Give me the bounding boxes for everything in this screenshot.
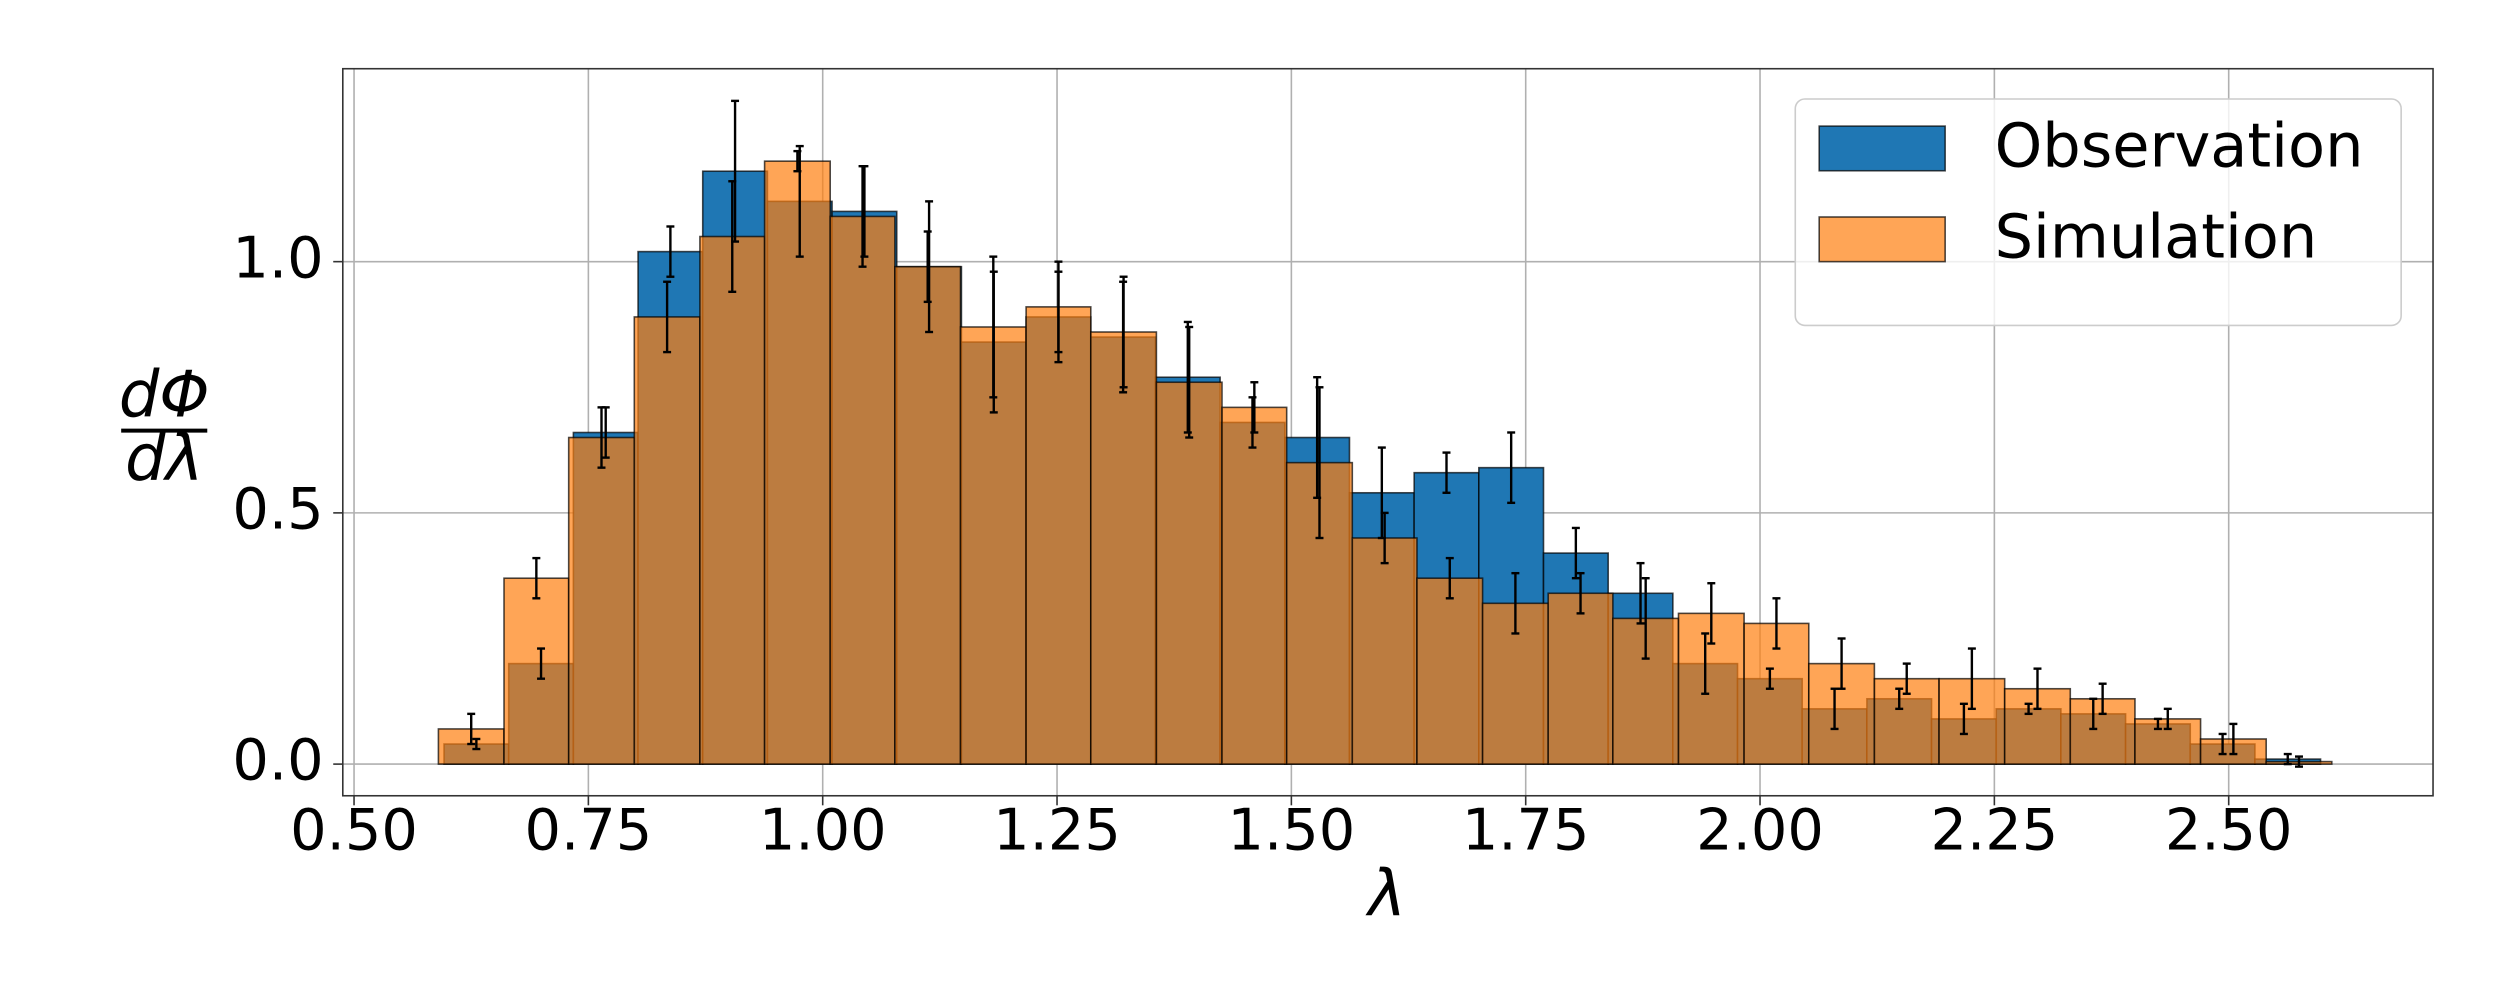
bar: [1089, 331, 1158, 765]
bar: [503, 577, 570, 765]
bar: [829, 215, 896, 765]
y-tick-label: 0.5: [232, 475, 323, 542]
bar: [1351, 537, 1418, 765]
error-bar: [1183, 320, 1192, 434]
error-bar: [472, 737, 481, 751]
legend-box: [1794, 98, 2402, 327]
error-bar: [2283, 752, 2292, 766]
legend-label: Observation: [1995, 112, 2364, 182]
x-tick-label: 0.50: [290, 797, 418, 864]
plot-frame: [341, 67, 2434, 797]
y-axis-label-numerator: dΦ: [119, 358, 210, 432]
error-bar: [2098, 682, 2107, 716]
y-tick-label: 1.0: [232, 224, 323, 291]
error-bars: [467, 99, 2303, 768]
error-bar: [2295, 755, 2303, 768]
legend-swatch: [1818, 216, 1946, 263]
error-bar: [923, 230, 932, 304]
error-bar: [663, 280, 672, 354]
error-bar: [1636, 561, 1645, 625]
error-bar: [1442, 451, 1451, 494]
error-bar: [1902, 662, 1911, 695]
error-bar: [925, 200, 934, 334]
bar: [894, 265, 962, 765]
ticks: 0.50 0.75 1.00 1.25 1.50 1.75 2.00 2.25 2.50 0.0 0…: [232, 224, 2292, 863]
error-bar: [1895, 687, 1904, 711]
error-bar: [1250, 381, 1259, 434]
x-tick-label: 1.25: [993, 797, 1121, 864]
x-tick-label: 2.25: [1930, 797, 2058, 864]
error-bar: [2024, 702, 2033, 716]
bar: [763, 160, 832, 765]
error-bar: [858, 164, 867, 268]
bars: [437, 160, 2333, 765]
error-bar: [2089, 697, 2098, 731]
y-axis-label-denominator: dλ: [125, 422, 203, 496]
legend: Observation Simulation: [1794, 98, 2402, 327]
bar: [633, 316, 701, 765]
error-bar: [795, 144, 804, 258]
error-bar: [1380, 511, 1389, 565]
error-bar: [1185, 325, 1194, 439]
legend-swatch: [1818, 125, 1946, 172]
bar: [1155, 381, 1223, 765]
error-bar: [2229, 722, 2238, 756]
error-bar: [1641, 577, 1650, 660]
error-bar: [1772, 597, 1781, 650]
error-bar: [1119, 275, 1128, 389]
error-bar: [1054, 260, 1063, 354]
bar: [1221, 406, 1288, 765]
bar: [699, 235, 766, 765]
error-bar: [1701, 632, 1710, 695]
error-bar: [532, 556, 541, 600]
error-bar: [1511, 571, 1520, 635]
error-bar: [1707, 582, 1716, 645]
x-tick-label: 1.50: [1227, 797, 1355, 864]
error-bar: [1571, 526, 1580, 580]
bar: [567, 436, 636, 765]
x-tick-label: 1.00: [759, 797, 887, 864]
error-bar: [989, 255, 998, 399]
error-bar: [2153, 717, 2162, 731]
x-tick-label: 2.50: [2165, 797, 2293, 864]
error-bar: [2163, 707, 2172, 731]
error-bar: [728, 180, 737, 294]
error-bar: [1837, 637, 1846, 690]
error-bar: [1830, 687, 1839, 731]
x-tick-label: 0.75: [524, 797, 652, 864]
error-bar: [1315, 386, 1324, 540]
bar: [1547, 592, 1614, 765]
error-bar: [2033, 667, 2042, 711]
error-bar: [1576, 571, 1585, 615]
error-bar: [666, 225, 675, 278]
error-bar: [1959, 702, 1968, 736]
error-bar: [1967, 647, 1976, 711]
error-bar: [1765, 667, 1774, 690]
error-bar: [2218, 732, 2227, 756]
x-tick-label: 1.75: [1462, 797, 1590, 864]
error-bar: [597, 406, 606, 469]
error-bar: [1445, 556, 1454, 600]
bar: [1025, 306, 1092, 765]
x-tick-label: 2.00: [1696, 797, 1824, 864]
legend-label: Simulation: [1995, 203, 2318, 273]
bar: [1416, 577, 1484, 765]
error-bar: [467, 712, 476, 746]
error-bar: [1507, 431, 1516, 505]
y-tick-label: 0.0: [232, 727, 323, 794]
error-bar: [793, 149, 802, 173]
x-axis-label: λ: [1365, 857, 1406, 931]
error-bar: [537, 647, 546, 680]
